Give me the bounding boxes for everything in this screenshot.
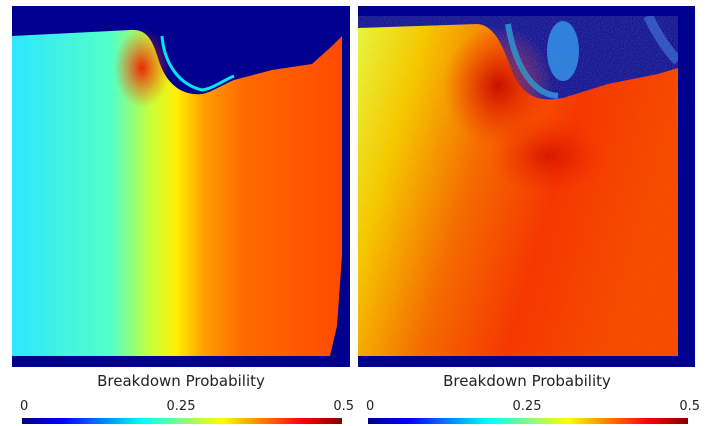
heatmap-right-image: [358, 6, 695, 367]
tick-label: 0.5: [679, 399, 700, 414]
heatmap-left: [12, 6, 350, 367]
legend-right: Breakdown Probability 0 0.25 0.5: [358, 372, 700, 426]
tick-label: 0: [366, 399, 375, 414]
colorbar: [368, 418, 688, 424]
legend-title: Breakdown Probability: [97, 372, 265, 390]
colorbar: [22, 418, 342, 424]
tick-label: 0.25: [512, 399, 542, 414]
tick-label: 0: [20, 399, 29, 414]
legend-title: Breakdown Probability: [443, 372, 611, 390]
heatmap-left-image: [12, 6, 350, 367]
heatmap-right: [358, 6, 695, 367]
legend-left: Breakdown Probability 0 0.25 0.5: [12, 372, 354, 426]
tick-label: 0.25: [166, 399, 196, 414]
tick-label: 0.5: [333, 399, 354, 414]
